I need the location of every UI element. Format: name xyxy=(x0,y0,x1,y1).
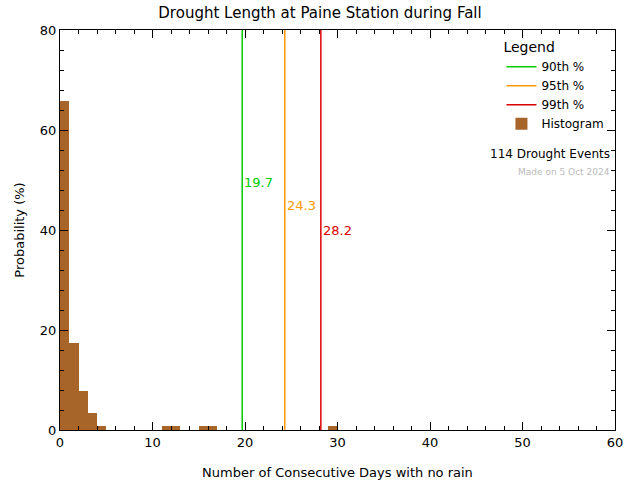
svg-text:60: 60 xyxy=(40,123,57,138)
svg-text:60: 60 xyxy=(607,435,624,450)
svg-text:40: 40 xyxy=(40,223,57,238)
svg-text:50: 50 xyxy=(514,435,531,450)
svg-text:0: 0 xyxy=(48,423,56,438)
svg-text:20: 20 xyxy=(237,435,254,450)
svg-text:40: 40 xyxy=(422,435,439,450)
svg-text:80: 80 xyxy=(40,23,57,38)
svg-text:Probability (%): Probability (%) xyxy=(12,182,27,277)
svg-text:30: 30 xyxy=(329,435,346,450)
svg-text:Number of Consecutive Days wit: Number of Consecutive Days with no rain xyxy=(202,465,473,480)
svg-text:0: 0 xyxy=(56,435,64,450)
svg-text:90th %: 90th % xyxy=(541,60,584,74)
svg-text:95th %: 95th % xyxy=(541,79,584,93)
svg-text:Histogram: Histogram xyxy=(541,117,603,131)
svg-text:19.7: 19.7 xyxy=(244,175,273,190)
svg-text:24.3: 24.3 xyxy=(287,198,316,213)
svg-text:Drought Length at Paine Statio: Drought Length at Paine Station during F… xyxy=(158,4,481,22)
svg-text:Made on 5 Oct 2024: Made on 5 Oct 2024 xyxy=(518,167,610,177)
svg-text:28.2: 28.2 xyxy=(323,223,352,238)
svg-text:10: 10 xyxy=(144,435,161,450)
svg-text:Legend: Legend xyxy=(503,39,554,55)
svg-text:99th %: 99th % xyxy=(541,98,584,112)
svg-text:20: 20 xyxy=(40,323,57,338)
svg-text:114 Drought Events: 114 Drought Events xyxy=(490,147,610,161)
